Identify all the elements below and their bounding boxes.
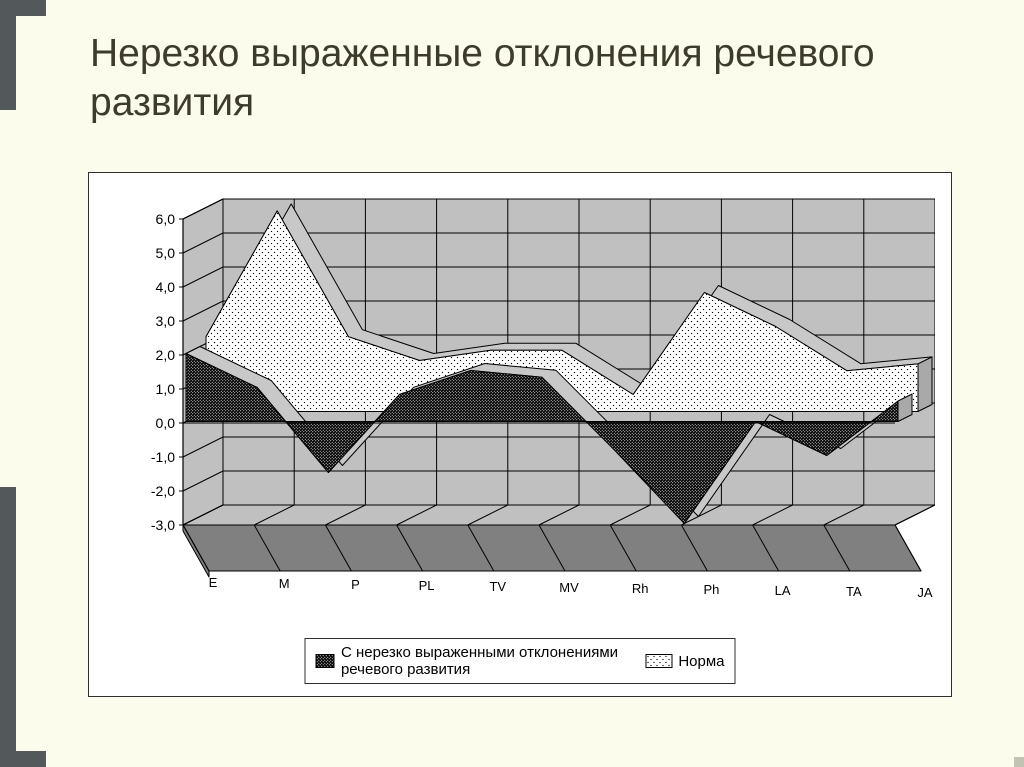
legend-swatch-icon <box>645 654 672 668</box>
legend-item: Норма <box>645 653 724 670</box>
decor-bar <box>0 751 46 767</box>
svg-text:Ph: Ph <box>703 582 719 597</box>
page-title: Нерезко выраженные отклонения речевого р… <box>90 30 964 128</box>
legend-label: С нерезко выраженными отклонениями речев… <box>341 644 627 678</box>
svg-text:MV: MV <box>559 580 579 595</box>
svg-text:TA: TA <box>846 584 862 599</box>
svg-text:JA: JA <box>917 585 933 600</box>
svg-text:1,0: 1,0 <box>156 381 176 397</box>
svg-text:5,0: 5,0 <box>156 245 176 261</box>
svg-text:TV: TV <box>489 579 506 594</box>
svg-text:6,0: 6,0 <box>156 211 176 227</box>
decor-bar <box>0 487 16 767</box>
legend-item: С нерезко выраженными отклонениями речев… <box>316 644 628 678</box>
svg-text:2,0: 2,0 <box>156 347 176 363</box>
svg-text:-3,0: -3,0 <box>151 517 175 533</box>
svg-text:0,0: 0,0 <box>156 415 176 431</box>
svg-text:M: M <box>279 576 290 591</box>
chart-container: 6,0 5,0 4,0 3,0 2,0 1,0 0,0 -1,0 -2,0 -3,0 E M P PL TV… <box>88 172 952 697</box>
decor-corner <box>1014 757 1024 767</box>
svg-text:PL: PL <box>419 578 435 593</box>
decor-bar <box>0 0 46 16</box>
legend-label: Норма <box>678 653 724 670</box>
svg-text:4,0: 4,0 <box>156 279 176 295</box>
svg-text:E: E <box>209 575 218 590</box>
svg-text:3,0: 3,0 <box>156 313 176 329</box>
svg-text:P: P <box>351 577 360 592</box>
slide: Нерезко выраженные отклонения речевого р… <box>0 0 1024 767</box>
area-chart: 6,0 5,0 4,0 3,0 2,0 1,0 0,0 -1,0 -2,0 -3,0 E M P PL TV… <box>105 185 935 615</box>
svg-text:-1,0: -1,0 <box>151 449 175 465</box>
svg-text:LA: LA <box>775 583 791 598</box>
decor-bar <box>0 0 16 110</box>
legend-swatch-icon <box>316 654 335 668</box>
svg-text:-2,0: -2,0 <box>151 483 175 499</box>
legend: С нерезко выраженными отклонениями речев… <box>305 638 736 684</box>
svg-text:Rh: Rh <box>632 581 649 596</box>
